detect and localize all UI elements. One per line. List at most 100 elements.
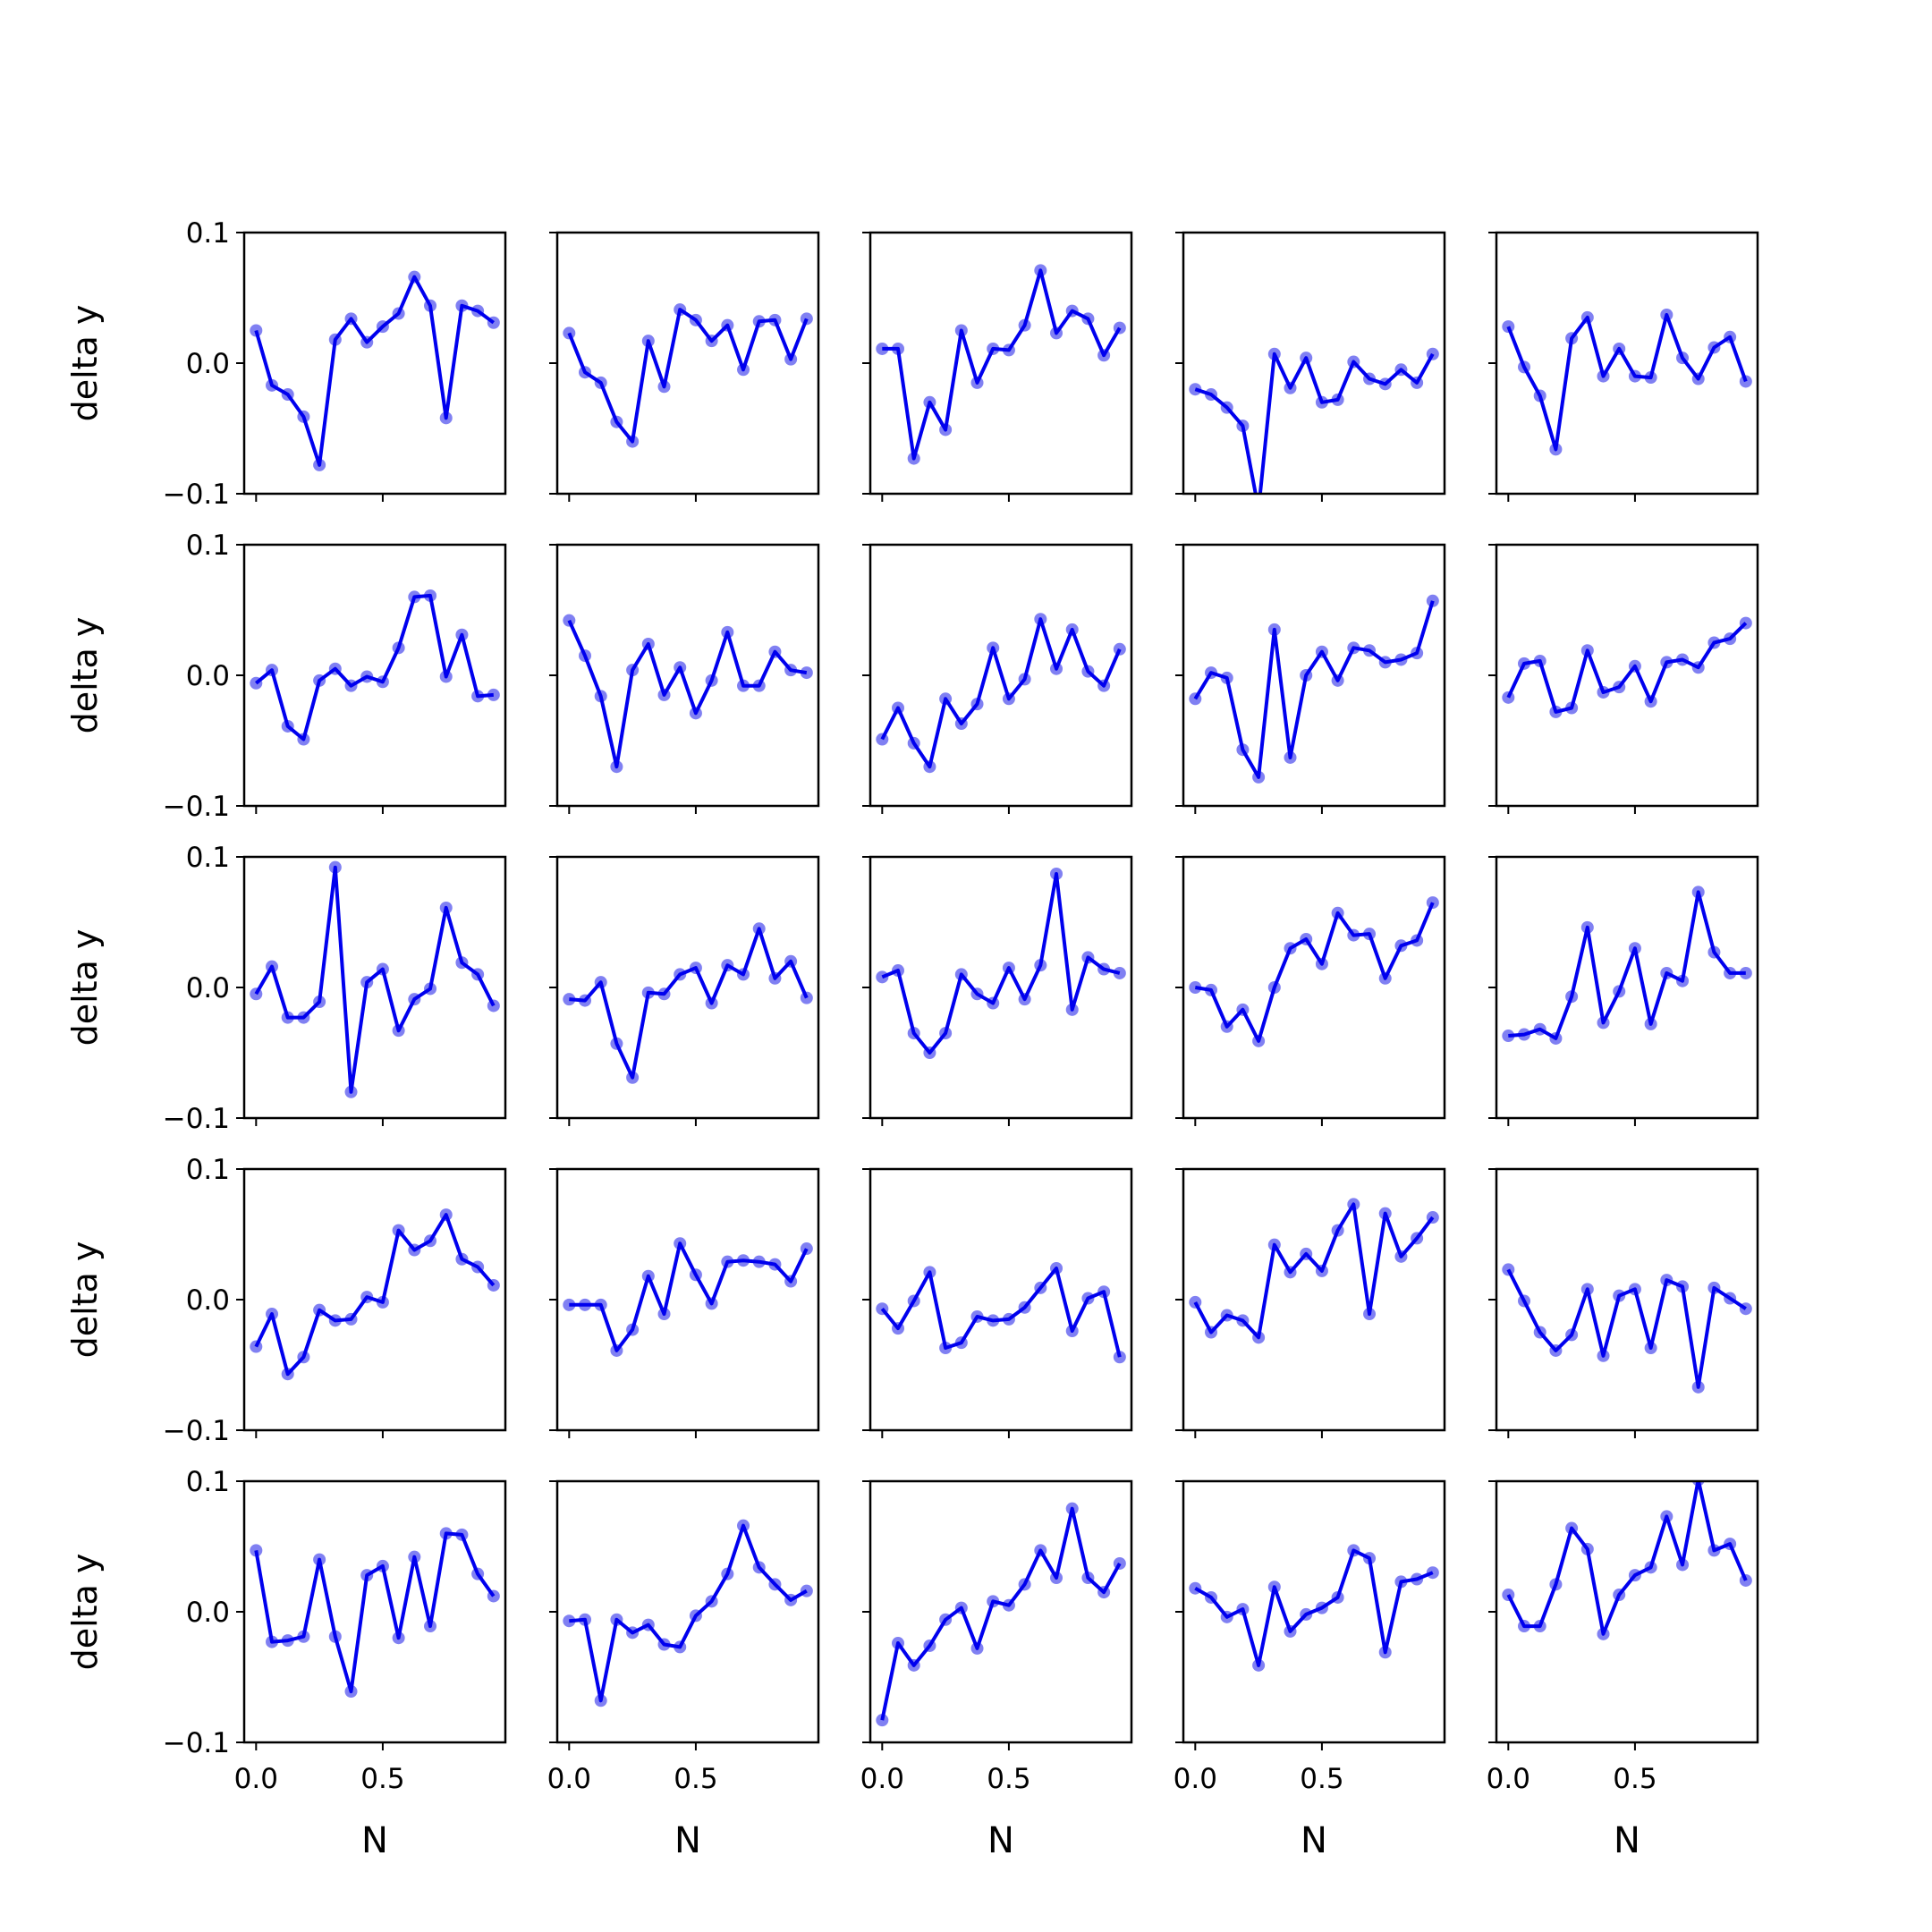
data-series <box>876 1502 1126 1727</box>
subplot-5-5: 0.0 0.5 N <box>1487 1479 1759 1861</box>
y-tick-label: −0.1 <box>163 1415 230 1447</box>
y-axis-label: delta y <box>65 1554 105 1671</box>
y-tick-label: 0.0 <box>186 348 230 380</box>
series-line <box>1193 600 1435 779</box>
series-line <box>881 872 1121 1055</box>
data-point <box>1113 1351 1126 1364</box>
data-series <box>1189 1544 1439 1672</box>
subplot-4-3 <box>862 1167 1133 1438</box>
y-tick-label: 0.1 <box>186 217 230 250</box>
series-line <box>1194 902 1435 1043</box>
data-point <box>250 1544 263 1557</box>
subplot-2-4 <box>1175 543 1446 814</box>
subplot-2-1: −0.1 0.0 0.1 delta y <box>65 530 507 823</box>
subplot-5-2: 0.0 0.5 N <box>547 1479 820 1861</box>
data-series <box>876 613 1126 774</box>
subplot-4-2 <box>549 1167 820 1438</box>
y-tick-label: 0.0 <box>186 1597 230 1629</box>
x-axis-label: N <box>361 1820 388 1861</box>
y-axis-label: delta y <box>65 1241 105 1359</box>
data-point <box>487 999 500 1013</box>
series-line <box>880 1267 1122 1358</box>
subplot-5-4: 0.0 0.5 N <box>1174 1479 1446 1861</box>
data-series <box>563 303 813 448</box>
series-line <box>1506 313 1748 452</box>
data-series <box>563 922 813 1084</box>
data-series <box>1502 1481 1752 1640</box>
data-series <box>1189 347 1439 494</box>
data-point <box>1426 594 1439 607</box>
series-line <box>569 927 809 1080</box>
data-series <box>1189 594 1439 784</box>
data-series <box>250 1527 500 1699</box>
series-line <box>254 1213 496 1377</box>
subplot-1-5 <box>1488 231 1759 502</box>
y-tick-label: 0.0 <box>186 1284 230 1317</box>
y-axis-label: delta y <box>65 305 105 422</box>
x-tick-label: 0.0 <box>1487 1763 1530 1795</box>
series-line <box>880 617 1122 769</box>
x-tick-label: 0.0 <box>1174 1763 1217 1795</box>
subplot-1-3 <box>862 231 1133 502</box>
subplot-5-3: 0.0 0.5 N <box>860 1479 1133 1861</box>
subplot-3-5 <box>1488 855 1759 1126</box>
data-series <box>250 589 500 746</box>
y-tick-label: 0.1 <box>186 1466 230 1498</box>
x-tick-label: 0.5 <box>360 1763 404 1795</box>
data-series <box>876 867 1126 1059</box>
y-tick-label: 0.1 <box>186 530 230 562</box>
x-tick-label: 0.0 <box>860 1763 904 1795</box>
series-line <box>567 619 808 769</box>
subplot-1-2 <box>549 231 820 502</box>
y-tick-label: −0.1 <box>163 1727 230 1759</box>
data-series <box>563 1237 813 1357</box>
data-point <box>487 688 500 701</box>
series-line <box>1194 352 1435 494</box>
data-point <box>876 733 889 746</box>
x-tick-label: 0.0 <box>547 1763 591 1795</box>
series-line <box>255 593 494 741</box>
subplot-1-1: −0.1 0.0 0.1 delta y <box>65 217 507 511</box>
subplot-3-4 <box>1175 855 1446 1126</box>
y-tick-label: −0.1 <box>163 1103 230 1135</box>
subplot-2-5 <box>1488 543 1759 814</box>
x-axis-label: N <box>674 1820 701 1861</box>
data-series <box>250 270 500 471</box>
subplot-3-3 <box>862 855 1133 1126</box>
data-series <box>563 1519 813 1707</box>
y-tick-label: −0.1 <box>163 479 230 511</box>
y-tick-label: −0.1 <box>163 791 230 823</box>
y-tick-label: 0.1 <box>186 842 230 874</box>
series-line <box>569 1241 809 1352</box>
series-line <box>1194 1548 1434 1667</box>
y-axis-label: delta y <box>65 929 105 1046</box>
series-line <box>1506 1268 1747 1389</box>
series-line <box>254 275 495 467</box>
subplot-2-2 <box>549 543 820 814</box>
y-axis-label: delta y <box>65 617 105 734</box>
series-line <box>1508 890 1746 1040</box>
series-line <box>882 268 1122 461</box>
data-point <box>800 666 813 680</box>
x-tick-label: 0.0 <box>234 1763 278 1795</box>
x-tick-label: 0.5 <box>674 1763 717 1795</box>
subplot-4-5 <box>1488 1167 1759 1438</box>
subplot-4-1: −0.1 0.0 0.1 delta y <box>65 1154 507 1447</box>
data-point <box>1739 375 1752 388</box>
data-series <box>1502 886 1752 1045</box>
series-line <box>1193 1202 1435 1340</box>
y-tick-label: 0.1 <box>186 1154 230 1186</box>
series-line <box>1506 1481 1748 1636</box>
series-line <box>254 1531 496 1694</box>
data-point <box>1739 966 1752 979</box>
subplot-3-2 <box>549 855 820 1126</box>
data-series <box>250 1208 500 1381</box>
data-point <box>800 1242 813 1256</box>
data-series <box>876 264 1126 465</box>
x-axis-label: N <box>1614 1820 1640 1861</box>
data-series <box>250 860 500 1098</box>
data-point <box>1113 966 1126 979</box>
